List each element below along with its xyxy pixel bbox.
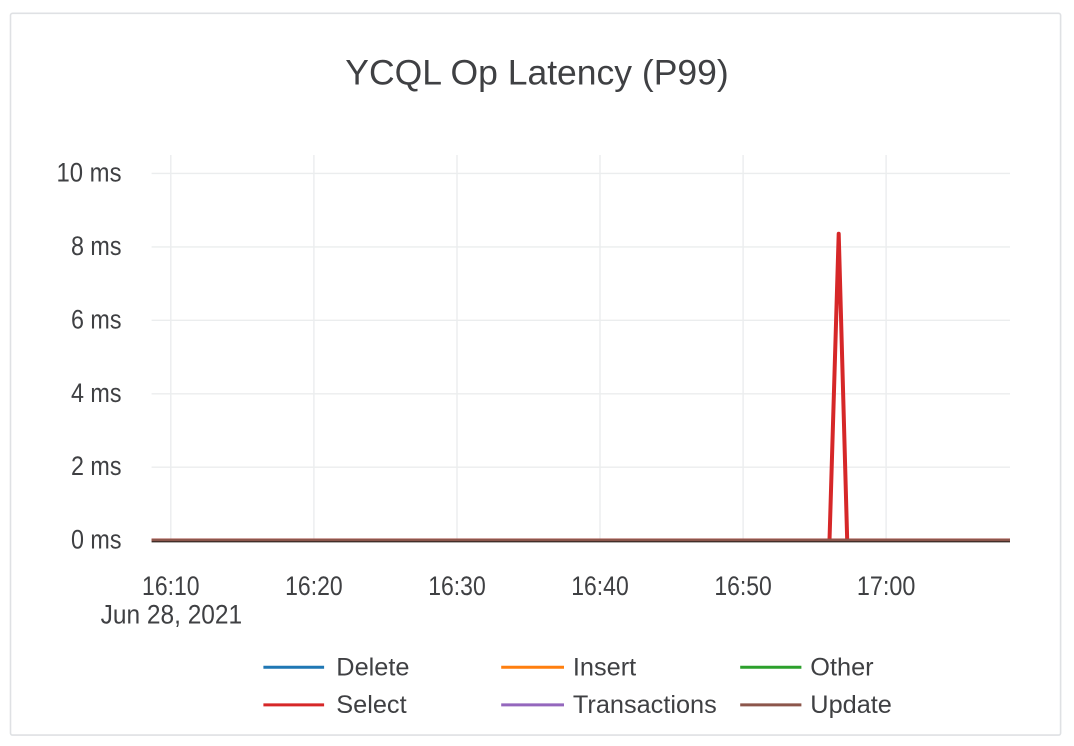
svg-text:Other: Other <box>810 653 873 681</box>
svg-text:16:50: 16:50 <box>714 571 772 601</box>
svg-text:16:40: 16:40 <box>571 571 629 601</box>
svg-text:17:00: 17:00 <box>857 571 916 601</box>
svg-text:YCQL Op Latency (P99): YCQL Op Latency (P99) <box>345 52 728 92</box>
svg-text:Transactions: Transactions <box>573 691 717 719</box>
svg-text:0 ms: 0 ms <box>71 525 122 555</box>
svg-text:2 ms: 2 ms <box>71 451 122 481</box>
svg-text:16:20: 16:20 <box>285 571 343 601</box>
svg-text:8 ms: 8 ms <box>71 231 122 261</box>
svg-text:Select: Select <box>336 691 406 719</box>
svg-text:Insert: Insert <box>573 653 636 681</box>
svg-text:4 ms: 4 ms <box>71 378 122 408</box>
svg-text:16:10: 16:10 <box>142 571 200 601</box>
svg-text:10 ms: 10 ms <box>57 157 122 187</box>
svg-text:16:30: 16:30 <box>428 571 486 601</box>
svg-text:Delete: Delete <box>336 653 409 681</box>
svg-text:Update: Update <box>810 691 892 719</box>
svg-text:Jun 28, 2021: Jun 28, 2021 <box>101 599 243 629</box>
svg-text:6 ms: 6 ms <box>71 304 122 334</box>
